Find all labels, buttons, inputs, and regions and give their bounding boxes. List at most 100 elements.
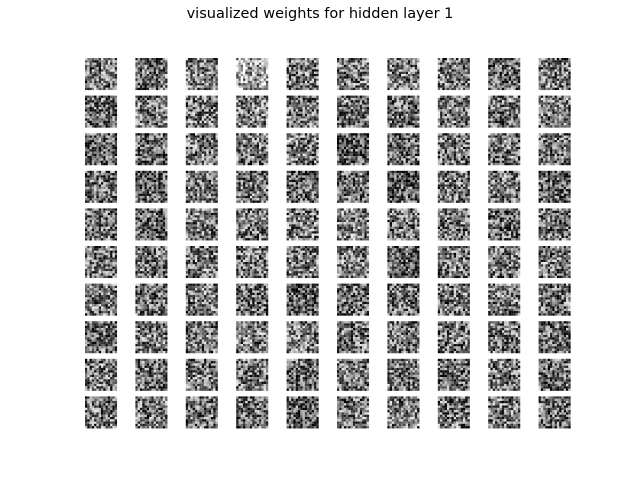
weight-tile xyxy=(437,321,470,354)
weight-tile xyxy=(387,358,420,391)
weight-tile xyxy=(85,396,118,429)
weight-tile xyxy=(488,208,521,241)
weight-tile xyxy=(387,58,420,91)
weight-tile xyxy=(236,95,269,128)
weight-tile xyxy=(286,170,319,203)
weight-tile xyxy=(135,283,168,316)
weight-tile xyxy=(85,170,118,203)
weight-tile xyxy=(488,283,521,316)
weight-tile xyxy=(337,358,370,391)
figure-title: visualized weights for hidden layer 1 xyxy=(0,6,640,22)
weight-tile xyxy=(538,170,571,203)
weight-tile xyxy=(85,246,118,279)
weight-tile xyxy=(538,133,571,166)
weight-tile xyxy=(488,321,521,354)
weight-tile xyxy=(538,283,571,316)
weight-tile xyxy=(337,95,370,128)
weight-tile xyxy=(135,246,168,279)
weight-tile xyxy=(286,358,319,391)
weight-tile xyxy=(85,95,118,128)
weight-tile xyxy=(85,133,118,166)
weight-tile xyxy=(85,283,118,316)
weight-tile xyxy=(236,170,269,203)
weight-tile xyxy=(185,358,218,391)
weight-tile xyxy=(387,170,420,203)
weight-tile xyxy=(236,246,269,279)
weight-tile xyxy=(488,170,521,203)
weight-tile xyxy=(185,321,218,354)
weight-tile xyxy=(538,208,571,241)
weight-tile xyxy=(85,58,118,91)
weight-tile xyxy=(236,321,269,354)
weight-tile xyxy=(286,133,319,166)
weight-tile xyxy=(85,321,118,354)
weight-tile xyxy=(286,58,319,91)
weight-tile xyxy=(387,396,420,429)
weight-tile xyxy=(185,283,218,316)
weight-tile xyxy=(236,396,269,429)
weight-tile xyxy=(286,208,319,241)
weight-tile xyxy=(387,321,420,354)
weight-tile xyxy=(437,95,470,128)
weight-tile xyxy=(488,396,521,429)
weight-tile xyxy=(437,208,470,241)
weight-tile xyxy=(236,283,269,316)
weight-tile xyxy=(437,396,470,429)
weight-tile xyxy=(135,208,168,241)
weight-tile xyxy=(236,358,269,391)
weight-tile xyxy=(286,396,319,429)
weight-tile xyxy=(488,358,521,391)
weight-tile xyxy=(538,396,571,429)
weight-tile xyxy=(488,58,521,91)
weight-tile xyxy=(437,246,470,279)
weight-tile xyxy=(337,246,370,279)
weight-tile xyxy=(538,358,571,391)
weight-tile xyxy=(185,95,218,128)
weight-tile xyxy=(135,95,168,128)
weight-tile xyxy=(135,358,168,391)
weight-tile xyxy=(538,246,571,279)
weight-tile xyxy=(185,396,218,429)
weight-tile xyxy=(488,133,521,166)
weight-tile xyxy=(387,208,420,241)
weight-tile xyxy=(387,246,420,279)
weight-tile xyxy=(185,170,218,203)
weight-tile xyxy=(437,170,470,203)
weight-tile xyxy=(337,283,370,316)
weight-tile xyxy=(236,58,269,91)
weight-tile xyxy=(135,170,168,203)
weight-tile xyxy=(337,208,370,241)
weight-tile xyxy=(387,283,420,316)
weight-tile xyxy=(185,133,218,166)
weight-tile xyxy=(437,358,470,391)
weight-tile xyxy=(387,95,420,128)
weight-tile xyxy=(85,358,118,391)
weight-tile xyxy=(538,58,571,91)
weight-tile xyxy=(135,321,168,354)
weight-tile xyxy=(135,396,168,429)
weight-tile xyxy=(488,95,521,128)
weight-tile xyxy=(488,246,521,279)
weight-tile xyxy=(286,246,319,279)
weight-tile xyxy=(337,396,370,429)
weight-tile xyxy=(286,95,319,128)
weight-tile xyxy=(437,58,470,91)
weight-tile xyxy=(286,321,319,354)
weight-tile xyxy=(135,58,168,91)
weight-tile xyxy=(236,133,269,166)
weight-tile xyxy=(337,170,370,203)
weight-tile xyxy=(337,58,370,91)
weight-tile xyxy=(135,133,168,166)
weight-tile xyxy=(185,208,218,241)
weight-tile xyxy=(437,133,470,166)
weight-tile xyxy=(437,283,470,316)
weight-tile xyxy=(236,208,269,241)
weight-tile xyxy=(387,133,420,166)
weight-tile xyxy=(286,283,319,316)
weight-tile xyxy=(538,321,571,354)
weight-tile xyxy=(337,133,370,166)
weight-tile xyxy=(85,208,118,241)
weight-tile xyxy=(185,246,218,279)
